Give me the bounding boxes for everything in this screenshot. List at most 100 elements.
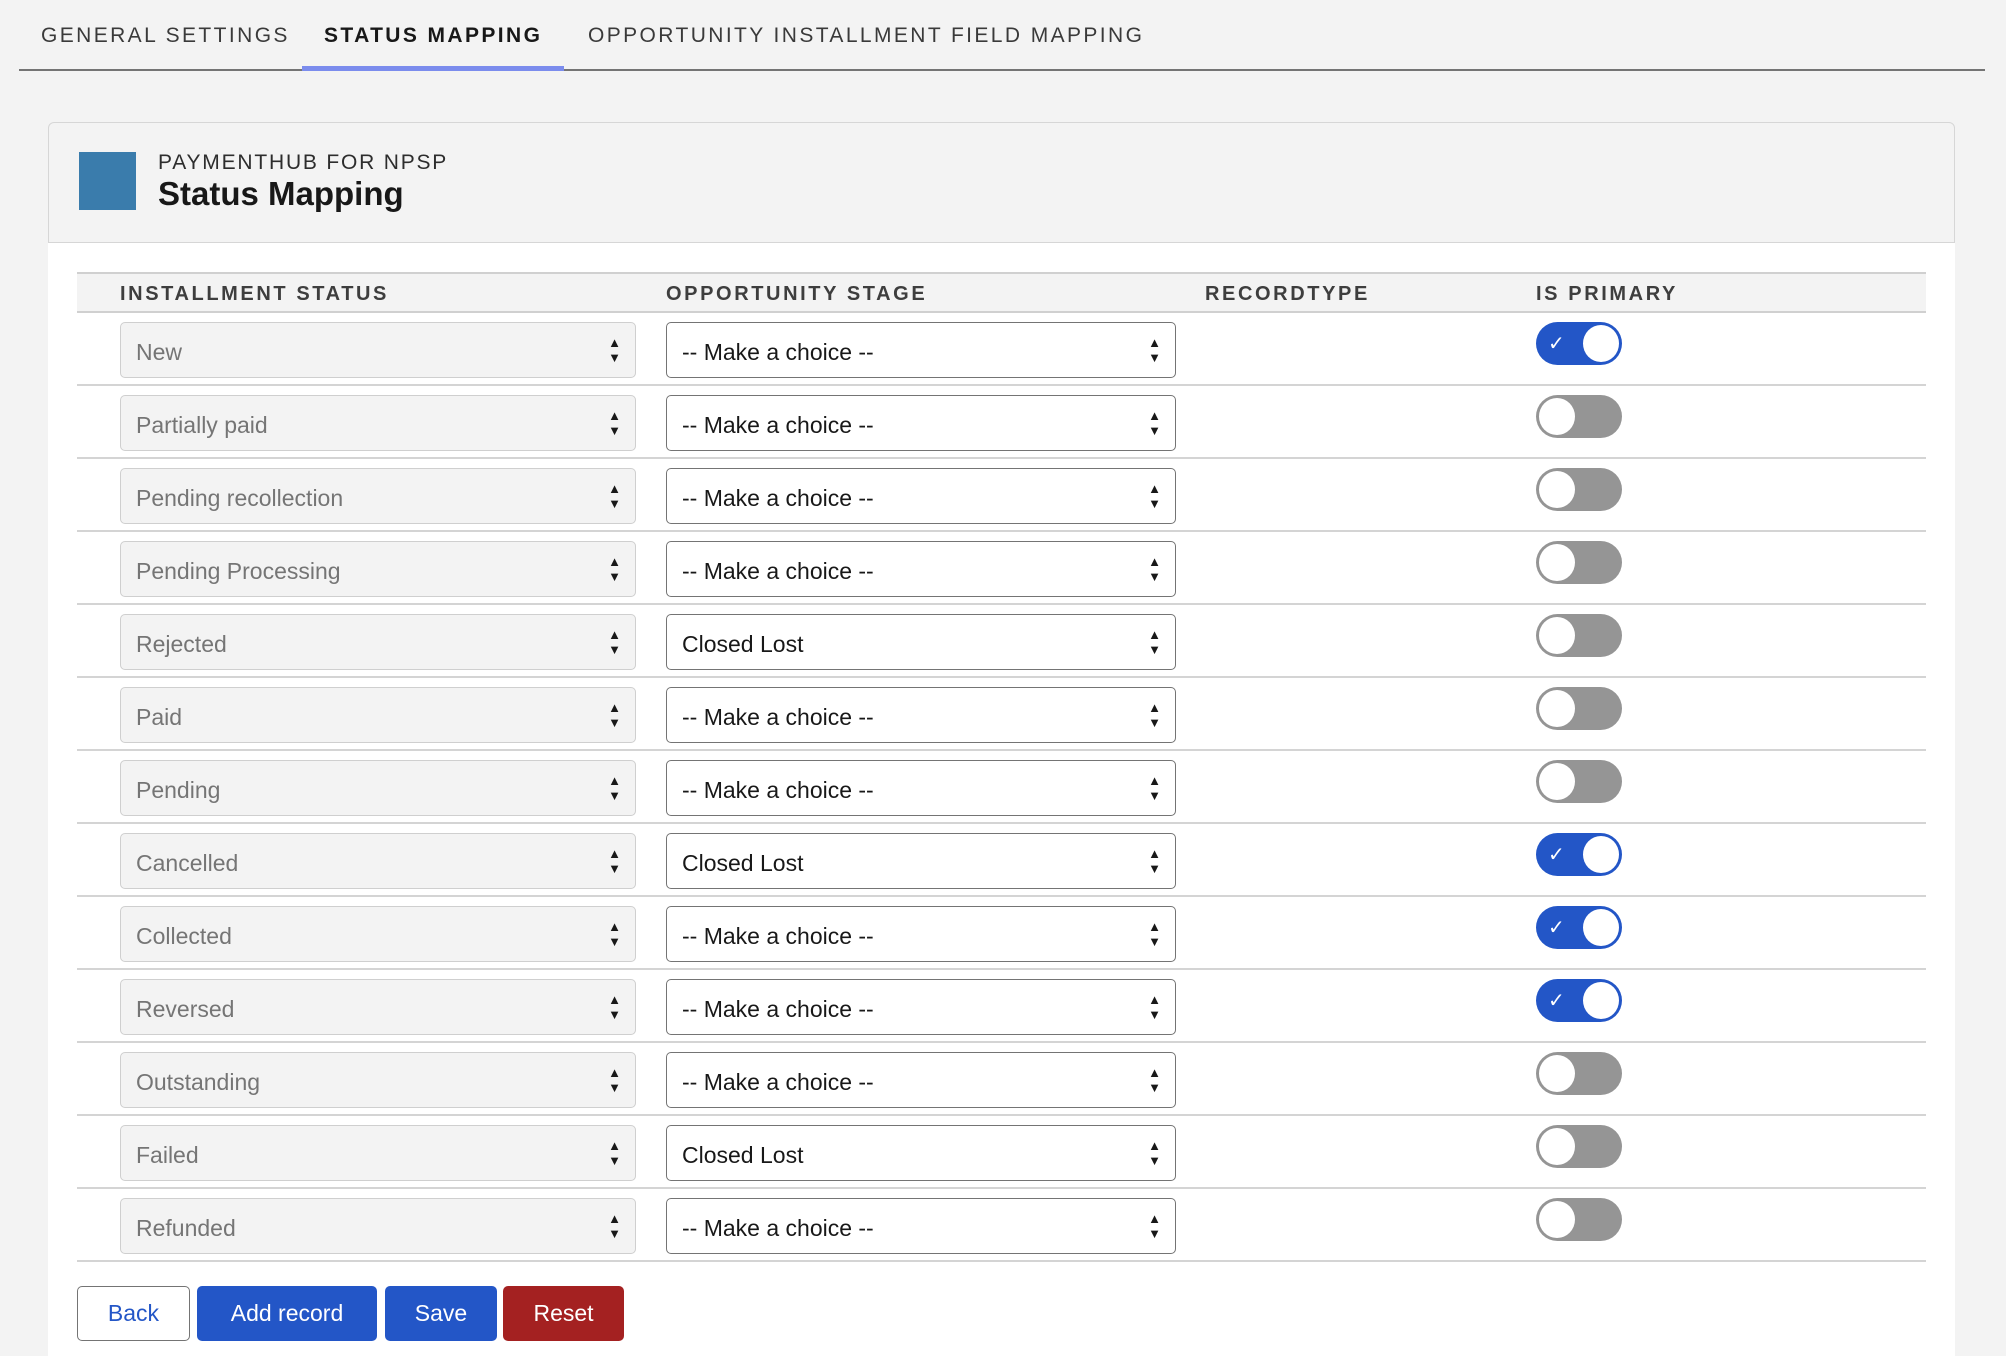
is-primary-toggle[interactable] (1536, 541, 1622, 584)
select-arrows-icon: ▲ ▼ (1148, 773, 1161, 803)
opportunity-stage-select[interactable]: -- Make a choice -- ▲ ▼ (666, 760, 1176, 816)
column-is-primary: IS PRIMARY (1536, 283, 1678, 305)
is-primary-toggle[interactable] (1536, 687, 1622, 730)
table-row: Pending Processing ▲ ▼ -- Make a choice --… (77, 532, 1926, 605)
opportunity-stage-value: Closed Lost (682, 850, 804, 876)
installment-status-value: Failed (136, 1142, 199, 1168)
is-primary-toggle[interactable] (1536, 1198, 1622, 1241)
opportunity-stage-select[interactable]: Closed Lost ▲ ▼ (666, 614, 1176, 670)
table-row: Refunded ▲ ▼ -- Make a choice -- ▲ ▼ (77, 1189, 1926, 1262)
opportunity-stage-select[interactable]: -- Make a choice -- ▲ ▼ (666, 322, 1176, 378)
installment-status-value: Pending recollection (136, 485, 344, 511)
opportunity-stage-select[interactable]: Closed Lost ▲ ▼ (666, 1125, 1176, 1181)
installment-status-value: Collected (136, 923, 232, 949)
is-primary-toggle[interactable] (1536, 1125, 1622, 1168)
installment-status-value: Pending (136, 777, 221, 803)
check-icon: ✓ (1548, 990, 1565, 1012)
is-primary-toggle[interactable]: ✓ (1536, 906, 1622, 949)
check-icon: ✓ (1548, 333, 1565, 355)
reset-button[interactable]: Reset (503, 1286, 624, 1341)
select-arrows-icon: ▲ ▼ (608, 481, 621, 511)
select-arrows-icon: ▲ ▼ (1148, 627, 1161, 657)
installment-status-select[interactable]: Reversed ▲ ▼ (120, 979, 636, 1035)
toggle-knob (1539, 1055, 1575, 1092)
opportunity-stage-select[interactable]: -- Make a choice -- ▲ ▼ (666, 1198, 1176, 1254)
installment-status-select[interactable]: New ▲ ▼ (120, 322, 636, 378)
select-arrows-icon: ▲ ▼ (1148, 1065, 1161, 1095)
installment-status-select[interactable]: Cancelled ▲ ▼ (120, 833, 636, 889)
toggle-knob (1539, 1201, 1575, 1238)
opportunity-stage-select[interactable]: -- Make a choice -- ▲ ▼ (666, 906, 1176, 962)
installment-status-value: Rejected (136, 631, 227, 657)
tab-general-settings[interactable]: GENERAL SETTINGS (41, 24, 290, 47)
column-recordtype: RECORDTYPE (1205, 283, 1370, 305)
table-row: New ▲ ▼ -- Make a choice -- ▲ ▼ ✓ (77, 313, 1926, 386)
select-arrows-icon: ▲ ▼ (608, 335, 621, 365)
toggle-knob (1583, 909, 1619, 946)
opportunity-stage-value: -- Make a choice -- (682, 558, 874, 584)
select-arrows-icon: ▲ ▼ (608, 919, 621, 949)
table-header: INSTALLMENT STATUS OPPORTUNITY STAGE REC… (77, 272, 1926, 313)
add-record-button[interactable]: Add record (197, 1286, 377, 1341)
back-button[interactable]: Back (77, 1286, 190, 1341)
toggle-knob (1539, 617, 1575, 654)
is-primary-toggle[interactable] (1536, 1052, 1622, 1095)
table-row: Cancelled ▲ ▼ Closed Lost ▲ ▼ ✓ (77, 824, 1926, 897)
save-button[interactable]: Save (385, 1286, 497, 1341)
installment-status-value: Cancelled (136, 850, 239, 876)
app-logo-icon (79, 152, 136, 210)
is-primary-toggle[interactable]: ✓ (1536, 322, 1622, 365)
is-primary-toggle[interactable] (1536, 614, 1622, 657)
select-arrows-icon: ▲ ▼ (608, 1138, 621, 1168)
app-name: PAYMENTHUB FOR NPSP (158, 151, 449, 174)
opportunity-stage-value: -- Make a choice -- (682, 996, 874, 1022)
installment-status-select[interactable]: Partially paid ▲ ▼ (120, 395, 636, 451)
toggle-knob (1539, 471, 1575, 508)
installment-status-select[interactable]: Pending recollection ▲ ▼ (120, 468, 636, 524)
opportunity-stage-select[interactable]: -- Make a choice -- ▲ ▼ (666, 395, 1176, 451)
opportunity-stage-select[interactable]: Closed Lost ▲ ▼ (666, 833, 1176, 889)
opportunity-stage-select[interactable]: -- Make a choice -- ▲ ▼ (666, 468, 1176, 524)
installment-status-select[interactable]: Pending Processing ▲ ▼ (120, 541, 636, 597)
opportunity-stage-value: -- Make a choice -- (682, 485, 874, 511)
opportunity-stage-value: Closed Lost (682, 631, 804, 657)
tab-bar: GENERAL SETTINGS STATUS MAPPING OPPORTUN… (19, 0, 1985, 71)
page-title: Status Mapping (158, 175, 404, 212)
installment-status-select[interactable]: Collected ▲ ▼ (120, 906, 636, 962)
select-arrows-icon: ▲ ▼ (1148, 700, 1161, 730)
opportunity-stage-select[interactable]: -- Make a choice -- ▲ ▼ (666, 687, 1176, 743)
table-row: Rejected ▲ ▼ Closed Lost ▲ ▼ (77, 605, 1926, 678)
opportunity-stage-value: -- Make a choice -- (682, 339, 874, 365)
opportunity-stage-select[interactable]: -- Make a choice -- ▲ ▼ (666, 541, 1176, 597)
installment-status-select[interactable]: Paid ▲ ▼ (120, 687, 636, 743)
toggle-knob (1539, 1128, 1575, 1165)
select-arrows-icon: ▲ ▼ (608, 700, 621, 730)
is-primary-toggle[interactable] (1536, 468, 1622, 511)
tab-opportunity-installment-field-mapping[interactable]: OPPORTUNITY INSTALLMENT FIELD MAPPING (588, 24, 1145, 47)
opportunity-stage-select[interactable]: -- Make a choice -- ▲ ▼ (666, 979, 1176, 1035)
table-row: Outstanding ▲ ▼ -- Make a choice -- ▲ ▼ (77, 1043, 1926, 1116)
toggle-knob (1583, 325, 1619, 362)
is-primary-toggle[interactable] (1536, 395, 1622, 438)
opportunity-stage-value: -- Make a choice -- (682, 1215, 874, 1241)
is-primary-toggle[interactable] (1536, 760, 1622, 803)
table-row: Paid ▲ ▼ -- Make a choice -- ▲ ▼ (77, 678, 1926, 751)
opportunity-stage-select[interactable]: -- Make a choice -- ▲ ▼ (666, 1052, 1176, 1108)
select-arrows-icon: ▲ ▼ (1148, 554, 1161, 584)
installment-status-select[interactable]: Failed ▲ ▼ (120, 1125, 636, 1181)
select-arrows-icon: ▲ ▼ (608, 992, 621, 1022)
installment-status-select[interactable]: Refunded ▲ ▼ (120, 1198, 636, 1254)
tab-status-mapping[interactable]: STATUS MAPPING (302, 24, 565, 71)
installment-status-value: New (136, 339, 183, 365)
is-primary-toggle[interactable]: ✓ (1536, 833, 1622, 876)
select-arrows-icon: ▲ ▼ (1148, 1211, 1161, 1241)
installment-status-select[interactable]: Rejected ▲ ▼ (120, 614, 636, 670)
select-arrows-icon: ▲ ▼ (1148, 335, 1161, 365)
is-primary-toggle[interactable]: ✓ (1536, 979, 1622, 1022)
installment-status-select[interactable]: Pending ▲ ▼ (120, 760, 636, 816)
installment-status-select[interactable]: Outstanding ▲ ▼ (120, 1052, 636, 1108)
table-row: Partially paid ▲ ▼ -- Make a choice -- ▲ ▼ (77, 386, 1926, 459)
select-arrows-icon: ▲ ▼ (1148, 408, 1161, 438)
select-arrows-icon: ▲ ▼ (1148, 1138, 1161, 1168)
installment-status-value: Reversed (136, 996, 235, 1022)
